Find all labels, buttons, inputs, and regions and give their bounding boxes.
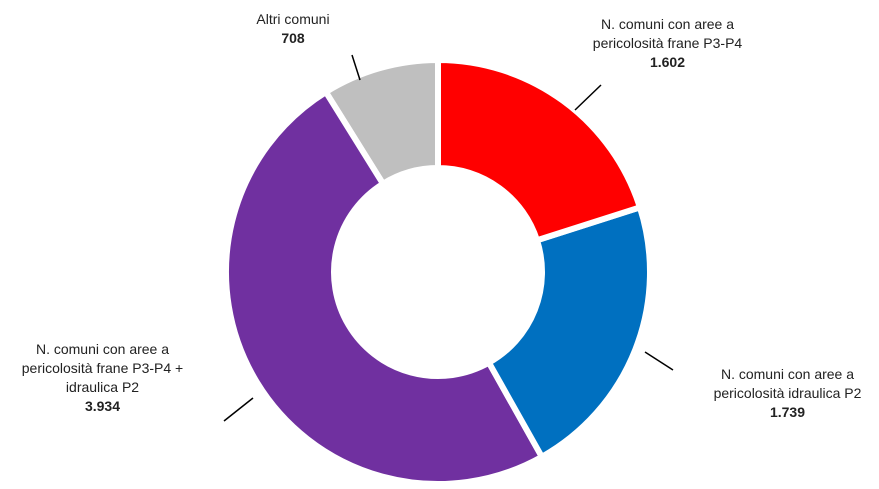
slice-label: Altri comuni 708: [228, 10, 358, 48]
value-label: 1.602: [649, 54, 686, 70]
leader-line: [351, 54, 361, 81]
donut-slice: [435, 56, 644, 245]
donut-slice: [484, 203, 653, 461]
value-label: 1.739: [769, 404, 806, 420]
category-name: Altri comuni: [256, 11, 330, 27]
leader-line: [644, 351, 674, 371]
leader-line: [223, 397, 254, 422]
slice-label: N. comuni con aree a pericolosità frane …: [575, 15, 760, 72]
donut-slice: [223, 87, 546, 487]
value-label: 708: [281, 30, 305, 46]
value-label: 3.934: [84, 398, 121, 414]
category-name: N. comuni con aree a pericolosità frane …: [21, 341, 184, 395]
category-name: N. comuni con aree a pericolosità idraul…: [713, 366, 862, 401]
slice-label: N. comuni con aree a pericolosità idraul…: [695, 365, 879, 422]
slice-label: N. comuni con aree a pericolosità frane …: [5, 340, 200, 416]
category-name: N. comuni con aree a pericolosità frane …: [592, 16, 743, 51]
leader-line: [574, 84, 602, 111]
